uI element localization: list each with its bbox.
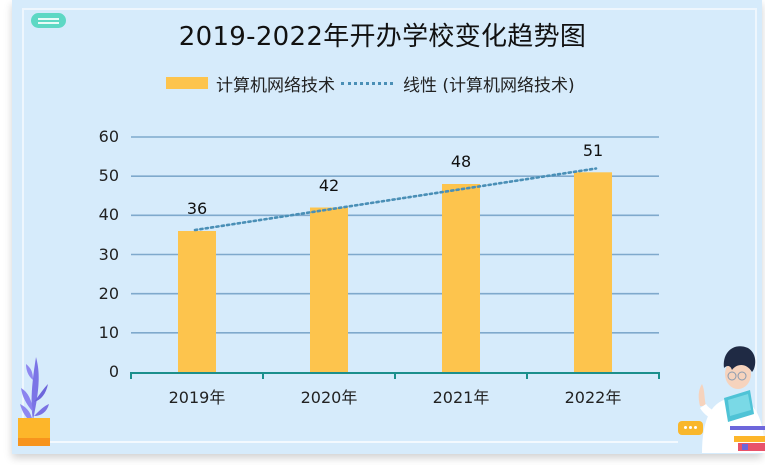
data-label-2020: 42 (318, 176, 340, 195)
decorative-frame-bottom (38, 441, 678, 443)
y-tick-label: 20 (98, 284, 119, 303)
y-tick-label: 0 (108, 362, 119, 381)
bar-2019[interactable] (178, 231, 216, 372)
data-label-2022: 51 (582, 141, 604, 160)
y-tick-label: 30 (98, 245, 119, 264)
y-tick-label: 40 (98, 205, 119, 224)
x-tick-label: 2022年 (564, 388, 622, 407)
potted-plant-illustration (18, 357, 50, 446)
teacher-illustration (698, 346, 765, 453)
menu-pill-icon (31, 13, 66, 28)
legend-trendline-swatch (341, 81, 393, 85)
bars (178, 172, 612, 372)
legend-bar-swatch (166, 77, 208, 89)
x-axis (130, 372, 660, 379)
chart-title: 2019-2022年开办学校变化趋势图 (178, 22, 587, 52)
y-tick-label: 60 (98, 127, 119, 146)
x-tick-label: 2021年 (432, 388, 490, 407)
bar-2021[interactable] (442, 184, 480, 372)
data-label-2021: 48 (450, 152, 472, 171)
data-label-2019: 36 (186, 199, 208, 218)
chart-legend: 计算机网络技术 线性 (计算机网络技术) (166, 70, 575, 96)
y-tick-label: 50 (98, 166, 119, 185)
gridlines (131, 136, 659, 334)
linear-trendline (193, 167, 598, 232)
legend-bar-label: 计算机网络技术 (216, 75, 335, 96)
slide-background (12, 0, 762, 454)
x-tick-label: 2020年 (300, 388, 358, 407)
bar-2022[interactable] (574, 172, 612, 372)
chat-bubble-icon (678, 421, 703, 435)
bar-2020[interactable] (310, 207, 348, 373)
decorative-frame (22, 8, 757, 441)
legend-trendline-label: 线性 (计算机网络技术) (403, 75, 575, 96)
y-tick-label: 10 (98, 323, 119, 342)
x-tick-label: 2019年 (168, 388, 226, 407)
